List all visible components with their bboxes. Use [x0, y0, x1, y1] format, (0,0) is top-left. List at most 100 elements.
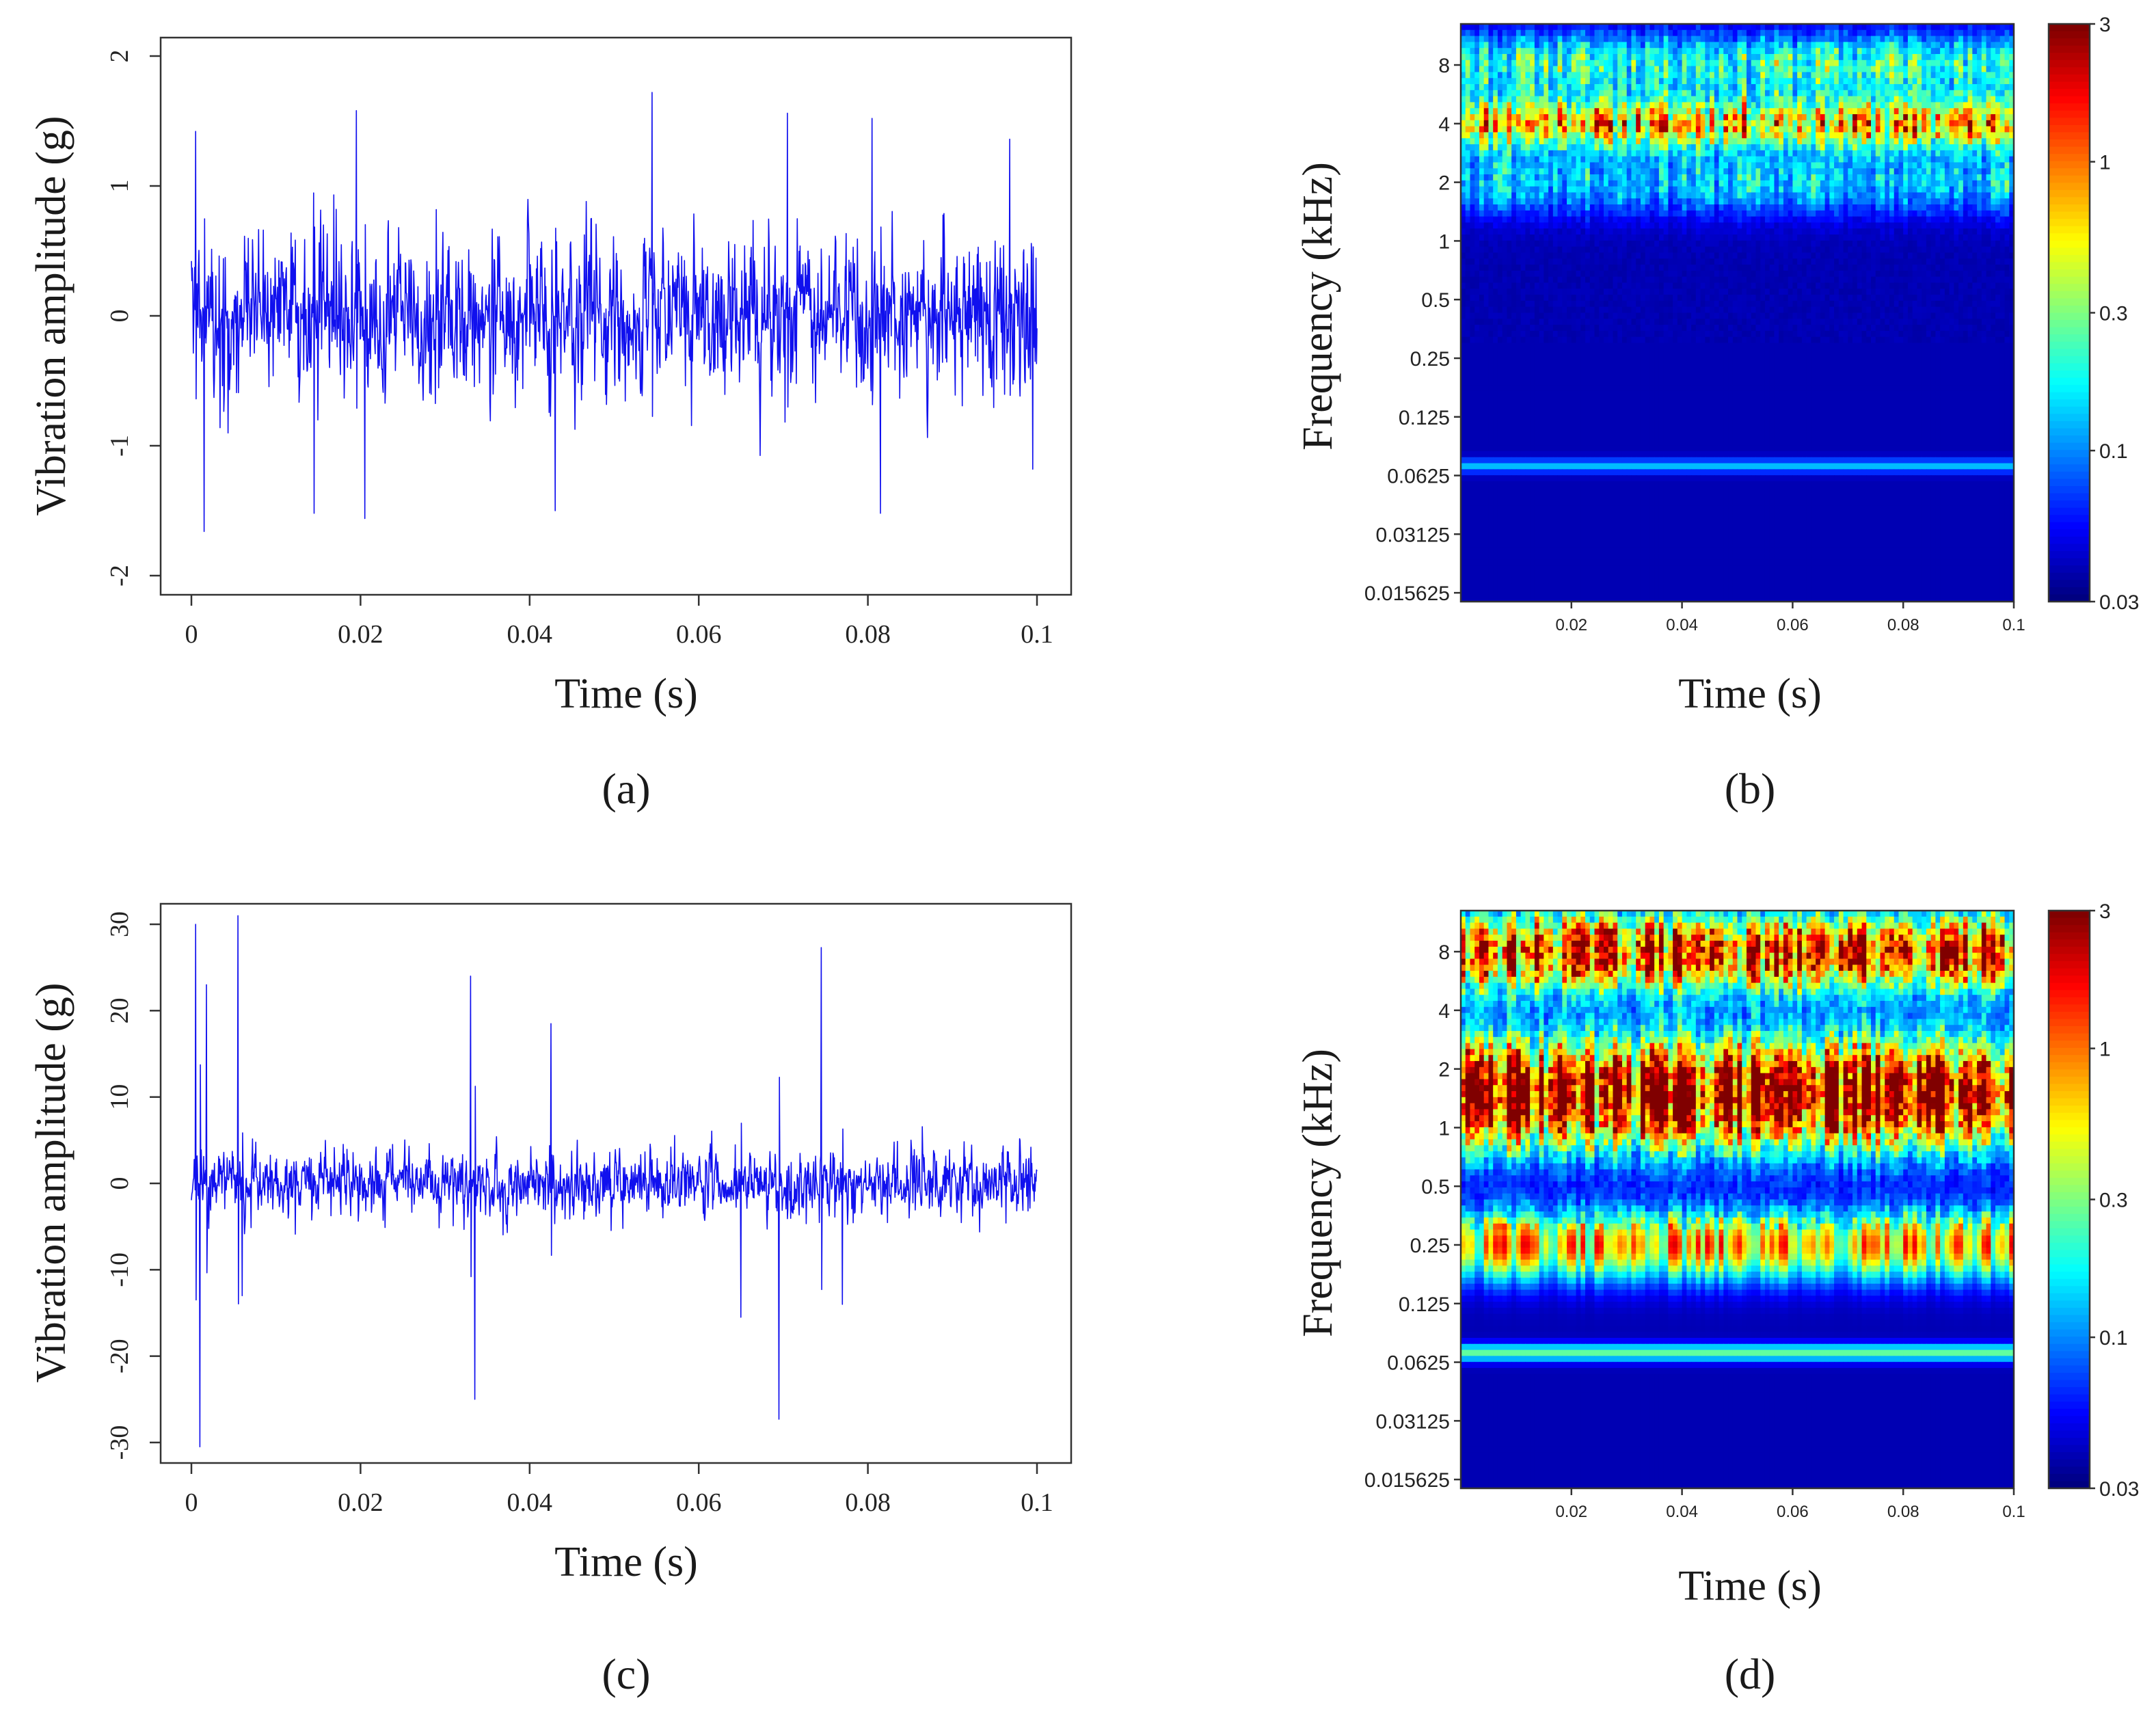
- scalogram-cell: [1695, 192, 1701, 199]
- scalogram-cell: [1677, 132, 1683, 139]
- scalogram-cell: [1548, 204, 1554, 211]
- scalogram-cell: [1719, 222, 1724, 229]
- scalogram-cell: [1834, 78, 1840, 85]
- scalogram-cell: [1871, 144, 1876, 151]
- scalogram-cell: [1930, 186, 1936, 193]
- scalogram-cell: [1922, 198, 1927, 205]
- scalogram-cell: [1474, 156, 1480, 163]
- scalogram-cell: [1479, 228, 1485, 235]
- scalogram-cell: [1483, 162, 1490, 169]
- scalogram-cell: [1686, 240, 1692, 247]
- scalogram-cell: [1999, 24, 2006, 31]
- scalogram-cell: [1548, 84, 1554, 91]
- scalogram-cell: [1557, 138, 1563, 145]
- scalogram-cell: [1995, 84, 2001, 91]
- scalogram-cell: [1875, 234, 1881, 241]
- scalogram-cell: [1580, 132, 1586, 139]
- scalogram-cell: [1922, 246, 1927, 254]
- scalogram-cell: [1912, 120, 1918, 127]
- scalogram-cell: [1755, 132, 1761, 139]
- scalogram-cell: [1682, 42, 1687, 49]
- scalogram-cell: [1493, 96, 1498, 103]
- scalogram-cell: [1806, 78, 1811, 85]
- scalogram-cell: [1626, 180, 1632, 187]
- scalogram-cell: [1636, 216, 1641, 224]
- scalogram-cell: [1493, 258, 1498, 265]
- scalogram-cell: [1926, 246, 1932, 254]
- scalogram-cell: [1621, 198, 1628, 205]
- scalogram-cell: [1829, 29, 1835, 37]
- panel-a-x-label: Time (s): [554, 671, 698, 717]
- scalogram-cell: [1719, 210, 1724, 217]
- scalogram-cell: [1544, 216, 1549, 224]
- scalogram-cell: [1954, 210, 1959, 217]
- scalogram-cell: [1917, 84, 1922, 91]
- scalogram-cell: [1557, 42, 1563, 49]
- scalogram-cell: [1954, 78, 1959, 85]
- scalogram-cell: [1852, 198, 1858, 205]
- scalogram-cell: [1958, 192, 1964, 199]
- scalogram-cell: [1673, 66, 1678, 73]
- scalogram-cell: [1820, 228, 1826, 235]
- scalogram-cell: [1861, 168, 1867, 175]
- scalogram-cell: [1880, 222, 1885, 229]
- scalogram-cell: [2004, 162, 2010, 169]
- scalogram-cell: [1640, 258, 1646, 265]
- scalogram-cell: [1958, 84, 1964, 91]
- scalogram-cell: [1645, 42, 1651, 49]
- scalogram-cell: [1797, 126, 1803, 133]
- scalogram-cell: [1645, 84, 1651, 91]
- scalogram-cell: [1497, 48, 1503, 55]
- scalogram-cell: [1585, 186, 1591, 193]
- scalogram-cell: [1986, 222, 1991, 229]
- scalogram-cell: [1474, 162, 1480, 169]
- scalogram-cell: [1944, 180, 1950, 187]
- scalogram-cell: [1695, 126, 1701, 133]
- scalogram-cell: [1515, 59, 1522, 67]
- scalogram-cell: [1792, 162, 1798, 169]
- scalogram-cell: [1995, 174, 2001, 181]
- scalogram-cell: [1898, 36, 1904, 42]
- scalogram-cell: [1502, 150, 1508, 157]
- scalogram-cell: [1686, 54, 1692, 61]
- scalogram-cell: [1949, 258, 1954, 265]
- scalogram-cell: [1682, 29, 1687, 37]
- scalogram-cell: [1700, 192, 1706, 199]
- scalogram-cell: [1719, 144, 1724, 151]
- scalogram-cell: [1631, 66, 1636, 73]
- scalogram-cell: [2004, 186, 2010, 193]
- scalogram-cell: [1838, 265, 1844, 271]
- scalogram-cell: [1580, 192, 1586, 199]
- scalogram-cell: [1930, 59, 1936, 67]
- scalogram-cell: [1700, 120, 1706, 127]
- scalogram-cell: [1691, 126, 1697, 133]
- scalogram-cell: [1714, 198, 1720, 205]
- scalogram-cell: [1470, 72, 1475, 79]
- scalogram-cell: [1658, 90, 1665, 97]
- scalogram-cell: [1654, 102, 1660, 109]
- scalogram-cell: [1746, 198, 1752, 205]
- scalogram-cell: [1461, 246, 1466, 254]
- scalogram-cell: [1742, 234, 1747, 241]
- scalogram-cell: [1751, 29, 1757, 37]
- scalogram-cell: [1834, 59, 1840, 67]
- scalogram-cell: [1894, 210, 1900, 217]
- scalogram-cell: [1746, 258, 1752, 265]
- scalogram-cell: [1719, 138, 1724, 145]
- scalogram-cell: [1571, 270, 1577, 278]
- scalogram-cell: [1691, 265, 1697, 271]
- scalogram-cell: [1861, 234, 1867, 241]
- scalogram-cell: [1507, 108, 1512, 115]
- scalogram-cell: [1530, 29, 1535, 37]
- scalogram-cell: [1617, 59, 1623, 67]
- scalogram-cell: [1594, 24, 1600, 31]
- scalogram-cell: [1820, 108, 1826, 115]
- scalogram-cell: [1700, 102, 1706, 109]
- scalogram-cell: [1991, 192, 1996, 199]
- scalogram-cell: [1755, 265, 1761, 271]
- scalogram-cell: [1907, 126, 1913, 133]
- scalogram-cell: [1857, 42, 1863, 49]
- scalogram-cell: [1838, 96, 1844, 103]
- scalogram-cell: [1539, 222, 1544, 229]
- scalogram-cell: [1585, 114, 1591, 121]
